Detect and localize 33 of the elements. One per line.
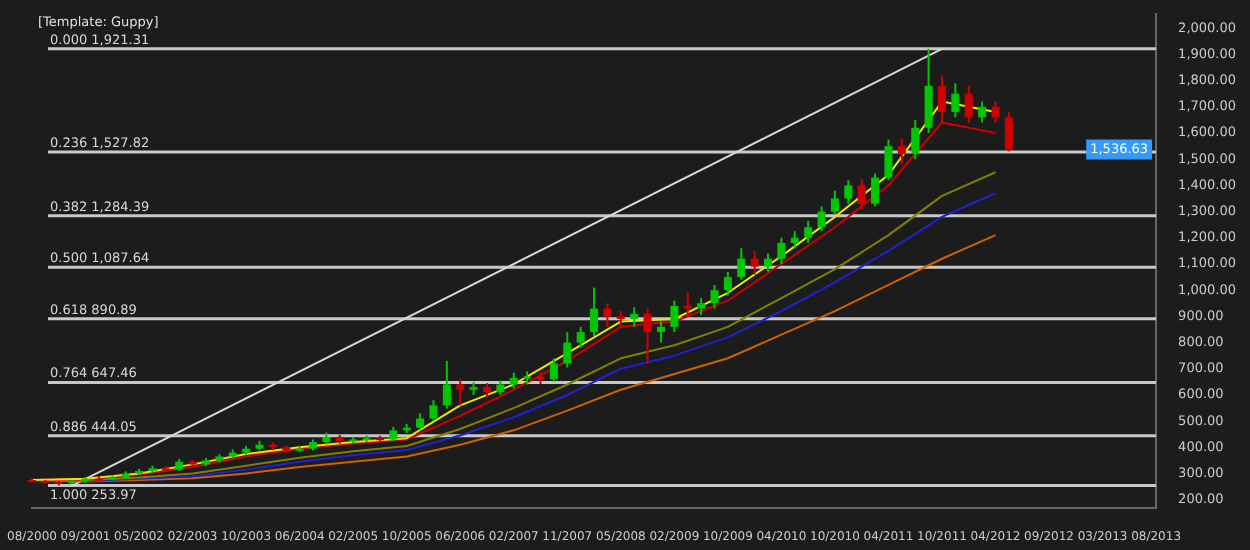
candlestick	[442, 359, 451, 410]
candlestick	[576, 325, 585, 349]
candlestick	[630, 306, 639, 328]
candlestick	[897, 137, 906, 166]
candlestick	[777, 236, 786, 265]
candlestick	[978, 100, 987, 124]
candlestick	[723, 270, 732, 297]
candlestick	[964, 84, 973, 124]
candlestick	[590, 286, 599, 338]
candlestick	[911, 118, 920, 161]
candlestick	[804, 219, 813, 245]
candlestick	[991, 100, 1000, 124]
candlestick	[924, 47, 933, 134]
candlestick	[750, 249, 759, 276]
candlestick	[951, 82, 960, 119]
candlestick	[456, 378, 465, 407]
candlestick	[643, 307, 652, 365]
candlestick	[670, 299, 679, 334]
candlestick	[563, 331, 572, 369]
candlestick	[656, 320, 665, 344]
candlestick	[844, 179, 853, 205]
candlestick	[830, 189, 839, 216]
candlestick	[429, 399, 438, 423]
candlestick	[1004, 111, 1013, 153]
candlestick	[871, 172, 880, 208]
candlestick	[683, 291, 692, 318]
candlestick	[857, 177, 866, 210]
candlestick	[549, 357, 558, 383]
candlestick	[884, 138, 893, 182]
candlestick	[764, 252, 773, 273]
candlestick	[710, 283, 719, 310]
candlestick	[737, 247, 746, 281]
candlestick	[817, 205, 826, 233]
